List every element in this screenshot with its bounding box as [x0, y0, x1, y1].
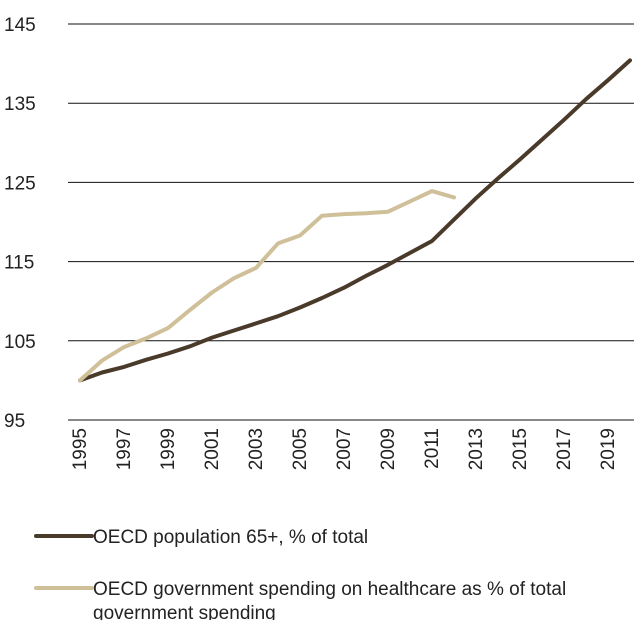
y-tick-label: 95 — [4, 411, 25, 432]
x-tick-label: 2009 — [378, 428, 399, 470]
x-tick-label: 2015 — [510, 428, 531, 470]
x-tick-label: 2003 — [246, 428, 267, 470]
y-tick-label: 105 — [4, 332, 36, 353]
x-tick-label: 2001 — [202, 428, 223, 470]
legend: OECD population 65+, % of total OECD gove… — [34, 527, 566, 620]
x-tick-label: 1995 — [70, 428, 91, 470]
x-tick-label: 2019 — [598, 428, 619, 470]
series-line-healthcare-spending — [78, 189, 456, 383]
y-axis-tick-labels: 95 105 115 125 135 145 — [4, 15, 36, 432]
series-lines — [78, 58, 632, 383]
y-tick-label: 145 — [4, 15, 36, 36]
y-tick-label: 115 — [4, 253, 34, 274]
gridlines — [68, 23, 634, 421]
x-tick-label: 1999 — [158, 428, 179, 470]
x-tick-label: 2013 — [466, 428, 487, 470]
series-line-population-65-plus — [78, 58, 632, 383]
x-tick-label: 2007 — [334, 428, 355, 470]
x-tick-label: 2017 — [554, 428, 575, 470]
legend-label: OECD government spending on healthcare a… — [93, 579, 566, 620]
y-tick-label: 125 — [4, 173, 36, 194]
y-tick-label: 135 — [4, 94, 36, 115]
x-axis-tick-labels: 1995 1997 1999 2001 2003 2005 2007 2009 2011 2013… — [70, 428, 619, 470]
x-tick-label: 2011 — [422, 428, 443, 469]
x-tick-label: 2005 — [290, 428, 311, 470]
x-tick-label: 1997 — [114, 428, 135, 470]
legend-label: OECD population 65+, % of total — [93, 527, 368, 548]
